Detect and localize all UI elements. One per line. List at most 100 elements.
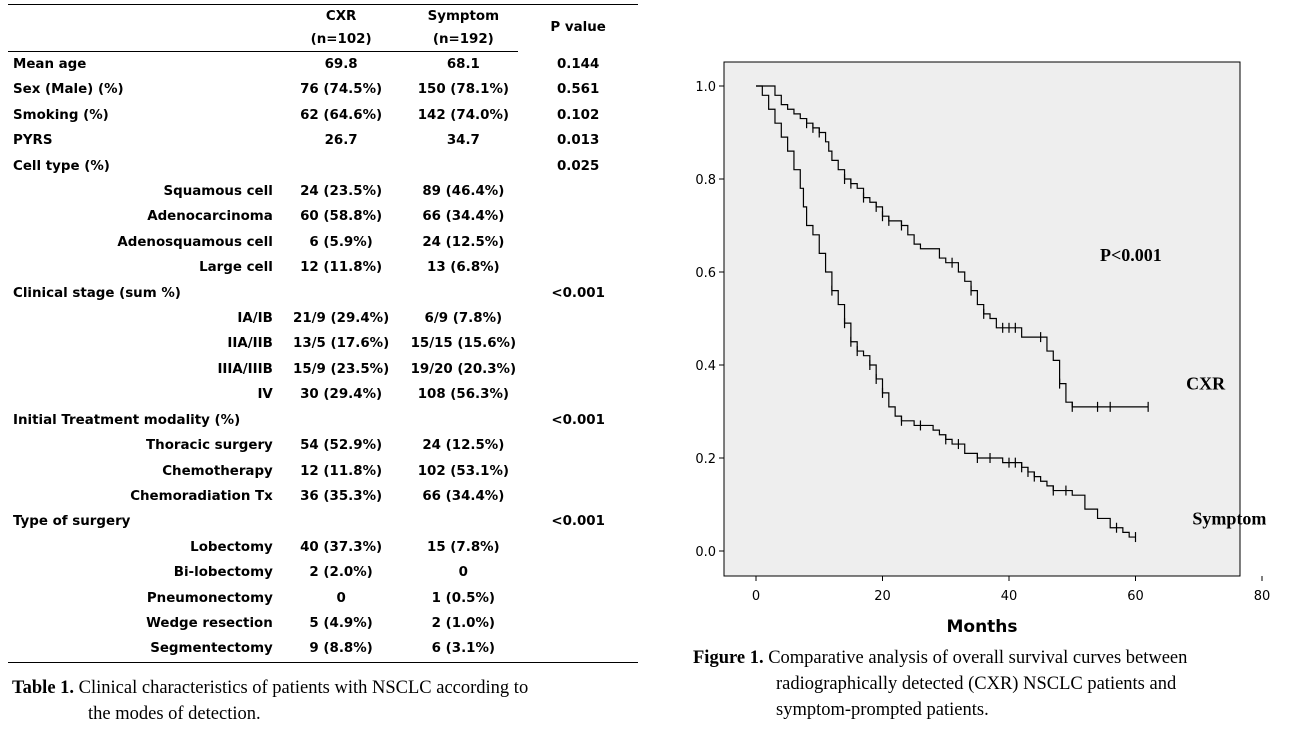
cell-pvalue: <0.001: [551, 514, 605, 530]
table-row: Squamous cell 24 (23.5%) 89 (46.4%): [8, 179, 638, 204]
table-row: IV 30 (29.4%) 108 (56.3%): [8, 382, 638, 407]
cell-cxr: 24 (23.5%): [300, 184, 383, 200]
table-row: Adenocarcinoma 60 (58.8%) 66 (34.4%): [8, 204, 638, 229]
table-caption-text-2: the modes of detection.: [88, 704, 261, 724]
cell-symptom: 34.7: [446, 133, 480, 149]
survival-figure: 0.0 0.2 0.4 0.6 0.8 1.0 0 20 40 60 80 Months CXR Symp…: [680, 58, 1280, 648]
cell-pvalue: [518, 357, 638, 382]
cell-symptom: 6 (3.1%): [408, 636, 519, 663]
cell-pvalue: [518, 459, 638, 484]
table-caption: Table 1. Clinical characteristics of pat…: [12, 675, 632, 727]
row-label: Segmentectomy: [8, 636, 274, 663]
row-label: Adenosquamous cell: [117, 234, 273, 250]
cell-cxr: 60 (58.8%): [300, 209, 383, 225]
row-label: Squamous cell: [163, 184, 273, 200]
table-row: Sex (Male) (%) 76 (74.5%) 150 (78.1%) 0.561: [8, 77, 638, 102]
x-tick-label: 80: [1254, 589, 1271, 604]
table-row: Chemotherapy 12 (11.8%) 102 (53.1%): [8, 459, 638, 484]
y-tick-label: 1.0: [695, 80, 716, 95]
cell-symptom: 66 (34.4%): [422, 488, 505, 504]
cell-symptom: 19/20 (20.3%): [410, 361, 517, 377]
row-label: Bi-lobectomy: [173, 565, 273, 581]
cell-cxr: 0: [336, 590, 346, 606]
table-row: Type of surgery <0.001: [8, 509, 638, 534]
cell-cxr: 5 (4.9%): [309, 615, 373, 631]
table-row: Chemoradiation Tx 36 (35.3%) 66 (34.4%): [8, 484, 638, 509]
cell-pvalue: [518, 586, 638, 611]
cell-symptom: 150 (78.1%): [417, 82, 509, 98]
cell-symptom: 66 (34.4%): [422, 209, 505, 225]
cell-cxr: 62 (64.6%): [300, 107, 383, 123]
row-label: IIA/IIB: [227, 336, 273, 352]
cell-cxr: 69.8: [324, 57, 358, 72]
table-row: PYRS 26.7 34.7 0.013: [8, 128, 638, 153]
cell-symptom: 15/15 (15.6%): [410, 336, 517, 352]
cell-pvalue: [518, 636, 638, 663]
header-pvalue: P value: [518, 4, 638, 52]
row-label: Chemotherapy: [162, 463, 273, 479]
cell-cxr: 54 (52.9%): [300, 438, 383, 454]
cell-cxr: 26.7: [324, 133, 358, 149]
table-row: Smoking (%) 62 (64.6%) 142 (74.0%) 0.102: [8, 103, 638, 128]
cell-cxr: 12 (11.8%): [300, 260, 383, 276]
y-tick-label: 0.2: [695, 452, 716, 467]
header-symptom-n: (n=192): [408, 29, 519, 52]
table-row: IIIA/IIIB 15/9 (23.5%) 19/20 (20.3%): [8, 357, 638, 382]
x-tick-label: 20: [874, 589, 891, 604]
row-label: IA/IB: [237, 311, 273, 327]
table-row: Initial Treatment modality (%) <0.001: [8, 408, 638, 433]
row-label: IV: [257, 387, 273, 403]
cell-symptom: 15 (7.8%): [427, 539, 500, 555]
survival-chart: 0.0 0.2 0.4 0.6 0.8 1.0 0 20 40 60 80 Months CXR Symp…: [695, 61, 1271, 637]
figure-caption: Figure 1. Comparative analysis of overal…: [693, 645, 1293, 723]
cell-pvalue: [518, 331, 638, 356]
cell-pvalue: [518, 230, 638, 255]
cell-pvalue: [518, 433, 638, 458]
cell-cxr: 9 (8.8%): [273, 636, 409, 663]
cell-cxr: [274, 509, 409, 534]
row-label: Pneumonectomy: [146, 590, 273, 606]
cell-cxr: 76 (74.5%): [300, 82, 383, 98]
cell-pvalue: 0.102: [556, 107, 600, 123]
table-row: Clinical stage (sum %) <0.001: [8, 281, 638, 306]
cell-symptom: [408, 281, 518, 306]
row-label: Smoking (%): [13, 107, 109, 123]
table-row: Lobectomy 40 (37.3%) 15 (7.8%): [8, 535, 638, 560]
characteristics-table-wrap: CXR Symptom P value (n=102) (n=192) Mean…: [8, 4, 638, 663]
cell-cxr: [274, 154, 409, 179]
cell-pvalue: 0.013: [556, 133, 600, 149]
cell-symptom: 89 (46.4%): [422, 184, 505, 200]
cell-symptom: 68.1: [446, 57, 480, 72]
row-label: Sex (Male) (%): [13, 82, 124, 98]
header-cxr-n: (n=102): [273, 29, 409, 52]
subheader-blank: [8, 29, 274, 52]
cell-pvalue: [518, 306, 638, 331]
cell-pvalue: [518, 179, 638, 204]
cell-pvalue: <0.001: [551, 412, 605, 428]
y-tick-label: 0.8: [695, 173, 716, 188]
plot-area: [723, 61, 1241, 577]
header-cxr: CXR: [273, 4, 409, 29]
header-symptom: Symptom: [408, 4, 519, 29]
row-label: Adenocarcinoma: [147, 209, 273, 225]
table-caption-label: Table 1.: [12, 678, 75, 698]
cell-pvalue: [518, 611, 638, 636]
row-label: Thoracic surgery: [146, 438, 273, 454]
cell-pvalue: [518, 204, 638, 229]
cell-cxr: 36 (35.3%): [300, 488, 383, 504]
cell-pvalue: 0.144: [556, 56, 600, 72]
row-label: IIIA/IIIB: [217, 361, 273, 377]
cell-symptom: 142 (74.0%): [417, 107, 509, 123]
cell-cxr: 2 (2.0%): [309, 565, 373, 581]
cell-cxr: 21/9 (29.4%): [293, 311, 390, 327]
cell-symptom: 1 (0.5%): [431, 590, 496, 606]
table-row: Large cell 12 (11.8%) 13 (6.8%): [8, 255, 638, 280]
series-label: CXR: [1186, 374, 1226, 394]
table-row: Segmentectomy 9 (8.8%) 6 (3.1%): [8, 636, 638, 663]
cell-symptom: [408, 154, 518, 179]
characteristics-table: CXR Symptom P value (n=102) (n=192) Mean…: [8, 4, 638, 663]
row-label: Initial Treatment modality (%): [13, 412, 241, 428]
cell-pvalue: [518, 382, 638, 407]
cell-pvalue: [518, 535, 638, 560]
table-row: Pneumonectomy 0 1 (0.5%): [8, 586, 638, 611]
